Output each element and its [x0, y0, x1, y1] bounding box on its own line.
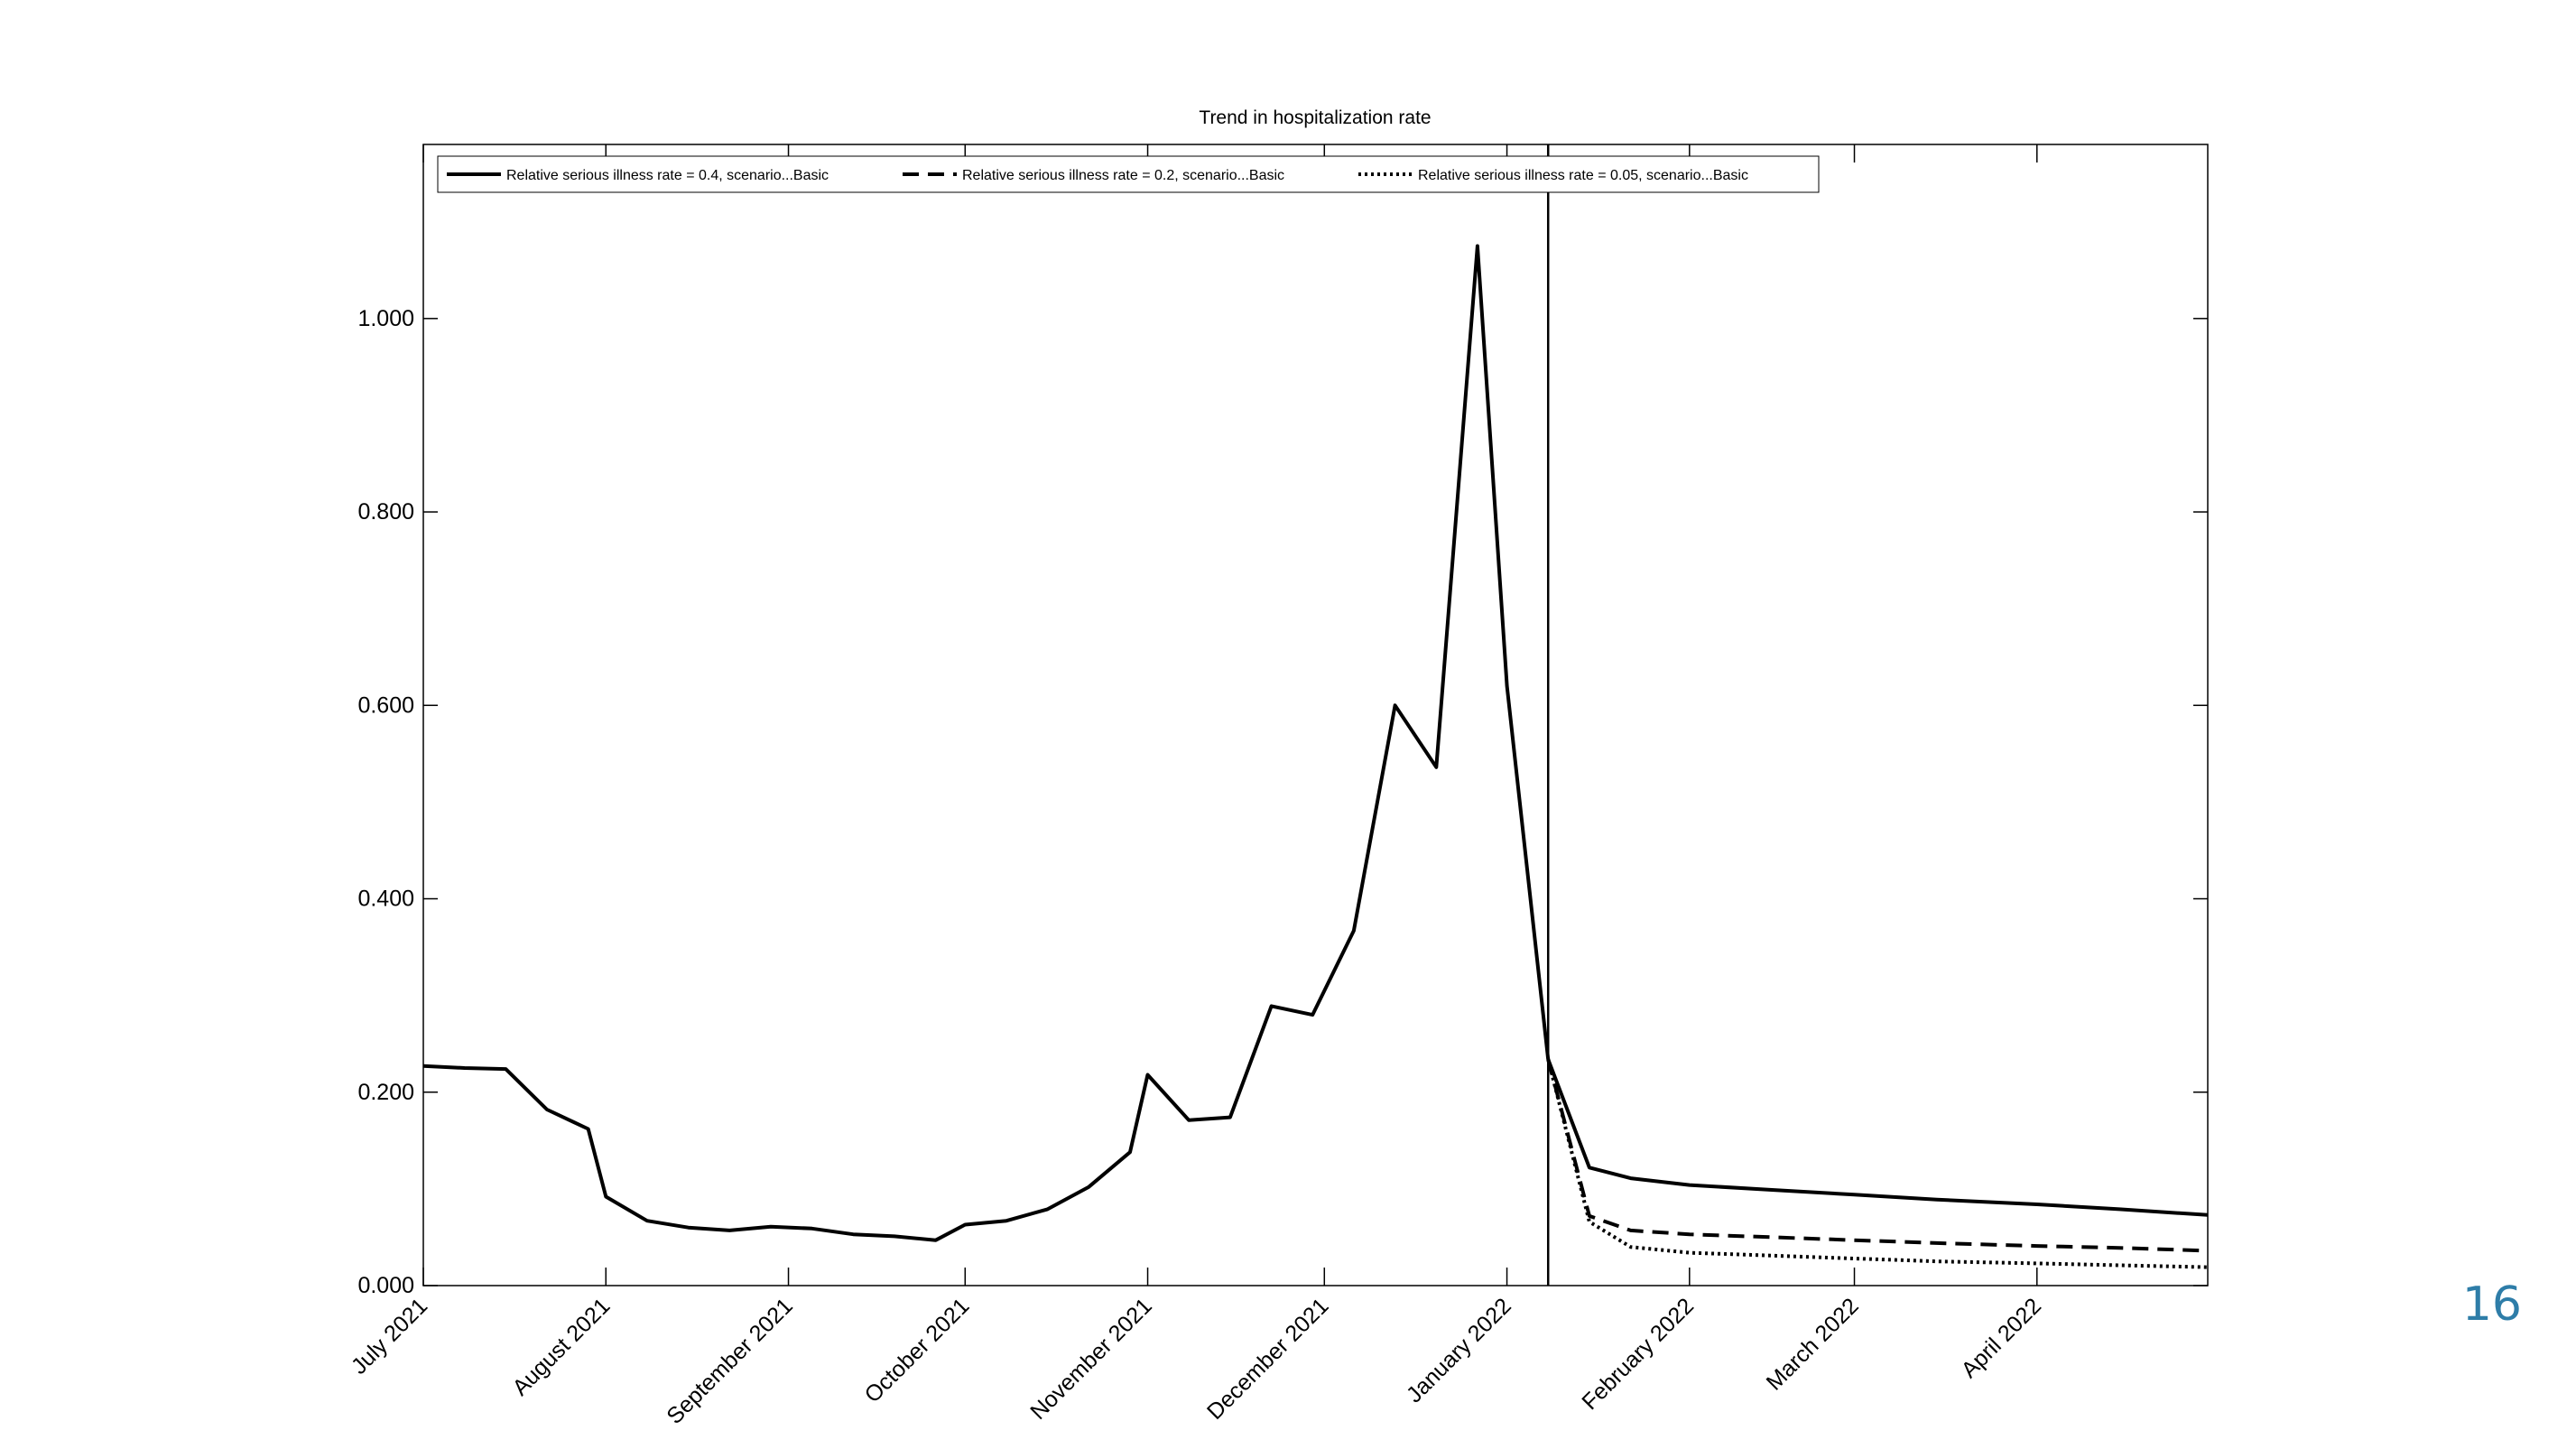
x-tick-label: November 2021: [1025, 1293, 1157, 1425]
y-tick-label: 0.800: [357, 499, 414, 525]
x-tick-label: April 2022: [1957, 1293, 2046, 1382]
y-tick-label: 0.400: [357, 887, 414, 912]
x-tick-label: March 2022: [1762, 1293, 1864, 1395]
legend-label: Relative serious illness rate = 0.2, sce…: [962, 168, 1284, 183]
plot-area: [422, 144, 2209, 1286]
series-line-1: [1546, 1058, 2209, 1217]
y-tick-label: 0.600: [357, 692, 414, 718]
x-tick-label: July 2021: [347, 1293, 432, 1379]
y-tick-label: 0.200: [357, 1080, 414, 1105]
y-axis: 0.000 0.200 0.400 0.600 0.800 1.000: [357, 306, 2208, 1298]
x-tick-label: February 2022: [1577, 1293, 1699, 1415]
legend: Relative serious illness rate = 0.4, sce…: [437, 155, 1820, 193]
x-tick-label: September 2021: [662, 1293, 798, 1429]
legend-label: Relative serious illness rate = 0.05, sc…: [1418, 168, 1748, 183]
y-tick-label: 1.000: [357, 306, 414, 331]
y-tick-label: 0.000: [357, 1273, 414, 1298]
x-tick-label: January 2022: [1402, 1293, 1516, 1407]
series-line-2: [1546, 1058, 2209, 1253]
legend-label: Relative serious illness rate = 0.4, sce…: [506, 168, 829, 183]
x-tick-label: December 2021: [1202, 1293, 1334, 1425]
historical-line: [422, 244, 1551, 1242]
legend-box: [437, 155, 1820, 193]
x-tick-label: October 2021: [860, 1293, 975, 1407]
x-tick-label: August 2021: [507, 1293, 615, 1400]
series-line-3: [1546, 1058, 2209, 1269]
chart-title: Trend in hospitalization rate: [1199, 107, 1431, 128]
page-number: 16: [2461, 1277, 2522, 1332]
series-lines: [422, 144, 2209, 1286]
